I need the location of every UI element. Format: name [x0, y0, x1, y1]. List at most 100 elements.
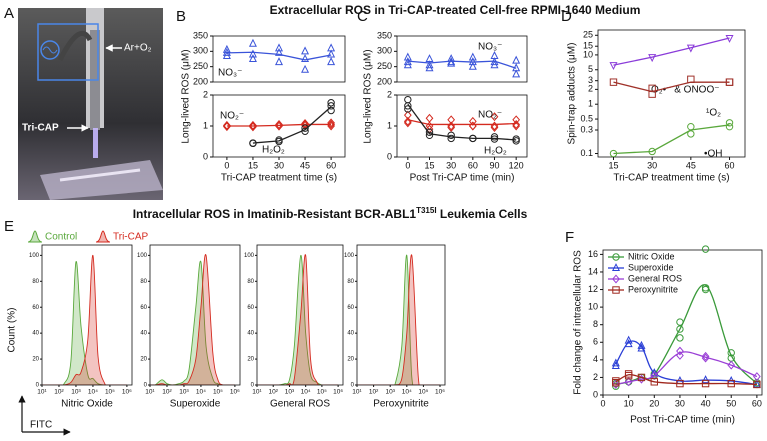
marker	[403, 116, 412, 126]
y-tick-label: 2	[593, 372, 598, 382]
y-tick-label: 60	[140, 305, 147, 311]
marker	[301, 119, 309, 128]
marker	[676, 318, 684, 326]
marker	[512, 55, 521, 64]
series-line	[615, 351, 758, 386]
series-line	[615, 373, 757, 386]
legend-icon	[27, 230, 43, 243]
series-label: ¹O₂	[706, 108, 721, 119]
y-tick-label: 250	[377, 61, 392, 71]
marker	[650, 378, 658, 386]
marker	[248, 54, 257, 63]
x-tick-label: 0	[224, 160, 229, 170]
y-tick-label: 1	[203, 120, 208, 130]
x-tick-label: 45	[686, 160, 696, 170]
y-tick-label: 14	[588, 266, 598, 276]
x-tick-label: 120	[509, 160, 524, 170]
x-tick-label: 15	[608, 160, 618, 170]
series-line	[407, 60, 517, 69]
marker	[753, 372, 761, 382]
x-axis-label: FITC	[30, 420, 52, 431]
marker	[425, 131, 434, 140]
series-label: NO₃⁻	[218, 68, 242, 79]
x-tick-label: 10⁴	[196, 389, 206, 396]
x-tick-label: 10⁵	[213, 389, 223, 396]
y-tick-label: 0	[144, 383, 148, 389]
plot-frame	[256, 244, 344, 386]
x-tick-label: 60	[725, 160, 735, 170]
marker	[327, 99, 335, 107]
marker	[274, 43, 284, 52]
marker	[275, 121, 283, 131]
y-tick-label: 20	[32, 357, 39, 363]
y-tick-label: 16	[588, 249, 598, 259]
marker	[512, 115, 521, 125]
x-tick-label: 10³	[179, 389, 189, 396]
marker	[468, 121, 477, 131]
y-tick-label: 60	[32, 305, 39, 311]
histogram-area	[357, 254, 441, 385]
legend-marker	[611, 263, 621, 272]
marker	[648, 54, 657, 63]
marker	[676, 350, 684, 360]
marker	[490, 133, 499, 141]
marker	[425, 121, 434, 131]
marker	[701, 351, 710, 361]
marker	[490, 135, 499, 143]
y-tick-label: 8	[593, 319, 598, 329]
marker	[447, 131, 455, 140]
marker	[404, 105, 412, 113]
marker	[301, 54, 310, 63]
histogram-area	[357, 254, 441, 385]
y-tick-label: 250	[193, 61, 208, 71]
x-tick-label: 10⁶	[230, 389, 240, 396]
y-tick-label: 40	[347, 331, 354, 337]
series-label: O₂•⁻ & ONOO⁻	[651, 85, 720, 96]
x-tick-label: 10⁶	[122, 389, 132, 396]
y-tick-label: 40	[140, 331, 147, 337]
marker	[687, 130, 695, 138]
marker	[447, 54, 456, 63]
plot-frame	[212, 35, 346, 83]
marker	[611, 379, 620, 389]
marker	[404, 95, 412, 104]
plot-frame	[356, 244, 446, 386]
y-tick-label: 0	[387, 151, 392, 161]
plot-frame	[396, 35, 528, 83]
panel-letter: E	[4, 218, 14, 235]
marker	[301, 46, 310, 55]
marker	[725, 78, 734, 86]
legend-label: Tri-CAP	[113, 232, 149, 243]
x-tick-label: 30	[675, 398, 685, 408]
marker	[648, 84, 656, 93]
marker	[512, 135, 520, 143]
x-tick-label: 90	[489, 160, 499, 170]
y-tick-label: 12	[588, 284, 598, 294]
x-tick-label: 10³	[285, 389, 295, 396]
panel-letter: F	[565, 229, 574, 246]
legend-label: General ROS	[628, 273, 682, 283]
marker	[425, 113, 434, 123]
marker	[468, 61, 477, 70]
y-tick-label: 2	[387, 89, 392, 99]
marker	[624, 370, 633, 378]
y-tick-label: 15	[583, 41, 593, 51]
y-tick-label: 2	[203, 89, 208, 99]
marker	[327, 57, 336, 66]
y-tick-label: 200	[377, 76, 392, 86]
marker	[404, 102, 412, 110]
histogram-area	[150, 254, 235, 385]
y-tick-label: 80	[347, 279, 354, 285]
marker	[637, 340, 646, 349]
x-tick-label: 10³	[71, 389, 81, 396]
heading-part: Leukemia Cells	[437, 207, 528, 221]
x-tick-label: 30	[647, 160, 657, 170]
marker	[447, 134, 455, 143]
y-tick-label: 5	[588, 64, 593, 74]
marker	[468, 116, 477, 126]
y-tick-label: 20	[347, 357, 354, 363]
y-tick-label: 40	[32, 331, 39, 337]
x-tick-label: 40	[701, 398, 711, 408]
x-axis-label: Post Tri-CAP time (min)	[630, 415, 735, 426]
marker	[447, 57, 456, 66]
